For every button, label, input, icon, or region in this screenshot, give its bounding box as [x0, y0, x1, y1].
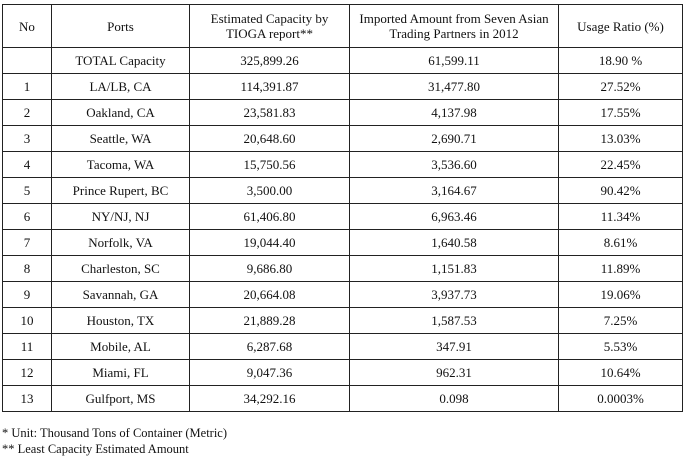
cell-port: Seattle, WA	[51, 125, 190, 152]
cell-imported-amount: 6,963.46	[349, 203, 559, 230]
table-row: 2 Oakland, CA 23,581.83 4,137.98 17.55%	[2, 99, 683, 126]
header-imported-amount: Imported Amount from Seven Asian Trading…	[349, 4, 559, 48]
cell-imported-amount: 4,137.98	[349, 99, 559, 126]
cell-usage-ratio: 11.34%	[558, 203, 683, 230]
table-row: 11 Mobile, AL 6,287.68 347.91 5.53%	[2, 333, 683, 360]
cell-port: Oakland, CA	[51, 99, 190, 126]
cell-no: 7	[2, 229, 52, 256]
cell-imported-amount: 31,477.80	[349, 73, 559, 100]
header-estimated-capacity: Estimated Capacity by TIOGA report**	[189, 4, 350, 48]
cell-imported-amount: 347.91	[349, 333, 559, 360]
cell-usage-ratio: 10.64%	[558, 359, 683, 386]
cell-usage-ratio: 90.42%	[558, 177, 683, 204]
header-no: No	[2, 4, 52, 48]
cell-usage-ratio: 22.45%	[558, 151, 683, 178]
cell-estimated-capacity: 6,287.68	[189, 333, 350, 360]
cell-estimated-capacity: 20,664.08	[189, 281, 350, 308]
cell-usage-ratio: 11.89%	[558, 255, 683, 282]
ports-capacity-table: No Ports Estimated Capacity by TIOGA repor…	[2, 4, 683, 412]
cell-no: 5	[2, 177, 52, 204]
cell-estimated-capacity: 9,047.36	[189, 359, 350, 386]
cell-no: 2	[2, 99, 52, 126]
cell-imported-amount: 962.31	[349, 359, 559, 386]
cell-usage-ratio: 13.03%	[558, 125, 683, 152]
cell-usage-ratio: 0.0003%	[558, 385, 683, 412]
cell-port: Miami, FL	[51, 359, 190, 386]
cell-no: 12	[2, 359, 52, 386]
cell-estimated-capacity: 23,581.83	[189, 99, 350, 126]
table-row: 10 Houston, TX 21,889.28 1,587.53 7.25%	[2, 307, 683, 334]
cell-usage-ratio: 8.61%	[558, 229, 683, 256]
cell-imported-amount: 0.098	[349, 385, 559, 412]
cell-usage-ratio: 7.25%	[558, 307, 683, 334]
cell-usage-ratio: 27.52%	[558, 73, 683, 100]
table-row: 4 Tacoma, WA 15,750.56 3,536.60 22.45%	[2, 151, 683, 178]
cell-port: Norfolk, VA	[51, 229, 190, 256]
cell-no: 11	[2, 333, 52, 360]
footnote-unit: * Unit: Thousand Tons of Container (Metr…	[2, 426, 228, 440]
cell-usage-ratio: 17.55%	[558, 99, 683, 126]
table-row: 1 LA/LB, CA 114,391.87 31,477.80 27.52%	[2, 73, 683, 100]
table-row: 8 Charleston, SC 9,686.80 1,151.83 11.89%	[2, 255, 683, 282]
cell-estimated-capacity: 325,899.26	[189, 47, 350, 74]
header-usage-ratio: Usage Ratio (%)	[558, 4, 683, 48]
cell-imported-amount: 2,690.71	[349, 125, 559, 152]
cell-usage-ratio: 19.06%	[558, 281, 683, 308]
cell-port: Savannah, GA	[51, 281, 190, 308]
cell-imported-amount: 1,587.53	[349, 307, 559, 334]
header-ports: Ports	[51, 4, 190, 48]
cell-no	[2, 47, 52, 74]
cell-port: Mobile, AL	[51, 333, 190, 360]
cell-estimated-capacity: 15,750.56	[189, 151, 350, 178]
table-row: 6 NY/NJ, NJ 61,406.80 6,963.46 11.34%	[2, 203, 683, 230]
cell-no: 10	[2, 307, 52, 334]
cell-estimated-capacity: 3,500.00	[189, 177, 350, 204]
total-row: TOTAL Capacity 325,899.26 61,599.11 18.90 %	[2, 47, 683, 74]
cell-estimated-capacity: 9,686.80	[189, 255, 350, 282]
cell-estimated-capacity: 21,889.28	[189, 307, 350, 334]
table-row: 9 Savannah, GA 20,664.08 3,937.73 19.06%	[2, 281, 683, 308]
cell-no: 3	[2, 125, 52, 152]
cell-imported-amount: 1,151.83	[349, 255, 559, 282]
cell-estimated-capacity: 19,044.40	[189, 229, 350, 256]
cell-no: 1	[2, 73, 52, 100]
cell-port: Charleston, SC	[51, 255, 190, 282]
cell-imported-amount: 3,536.60	[349, 151, 559, 178]
cell-port: NY/NJ, NJ	[51, 203, 190, 230]
cell-no: 8	[2, 255, 52, 282]
cell-estimated-capacity: 34,292.16	[189, 385, 350, 412]
cell-port: Tacoma, WA	[51, 151, 190, 178]
cell-usage-ratio: 5.53%	[558, 333, 683, 360]
cell-estimated-capacity: 20,648.60	[189, 125, 350, 152]
cell-estimated-capacity: 114,391.87	[189, 73, 350, 100]
cell-imported-amount: 1,640.58	[349, 229, 559, 256]
cell-port: Houston, TX	[51, 307, 190, 334]
table-body: TOTAL Capacity 325,899.26 61,599.11 18.90 %…	[2, 47, 683, 412]
footnotes: * Unit: Thousand Tons of Container (Metr…	[2, 425, 227, 457]
cell-no: 9	[2, 281, 52, 308]
cell-port: TOTAL Capacity	[51, 47, 190, 74]
cell-no: 6	[2, 203, 52, 230]
cell-imported-amount: 3,164.67	[349, 177, 559, 204]
footnote-least-capacity: ** Least Capacity Estimated Amount	[2, 442, 189, 456]
cell-no: 4	[2, 151, 52, 178]
cell-port: LA/LB, CA	[51, 73, 190, 100]
cell-estimated-capacity: 61,406.80	[189, 203, 350, 230]
cell-imported-amount: 3,937.73	[349, 281, 559, 308]
table-row: 5 Prince Rupert, BC 3,500.00 3,164.67 90.42%	[2, 177, 683, 204]
table-row: 3 Seattle, WA 20,648.60 2,690.71 13.03%	[2, 125, 683, 152]
table-row: 7 Norfolk, VA 19,044.40 1,640.58 8.61%	[2, 229, 683, 256]
cell-no: 13	[2, 385, 52, 412]
cell-imported-amount: 61,599.11	[349, 47, 559, 74]
table-row: 12 Miami, FL 9,047.36 962.31 10.64%	[2, 359, 683, 386]
cell-port: Prince Rupert, BC	[51, 177, 190, 204]
table-row: 13 Gulfport, MS 34,292.16 0.098 0.0003%	[2, 385, 683, 412]
cell-usage-ratio: 18.90 %	[558, 47, 683, 74]
header-row: No Ports Estimated Capacity by TIOGA repor…	[2, 4, 683, 48]
cell-port: Gulfport, MS	[51, 385, 190, 412]
